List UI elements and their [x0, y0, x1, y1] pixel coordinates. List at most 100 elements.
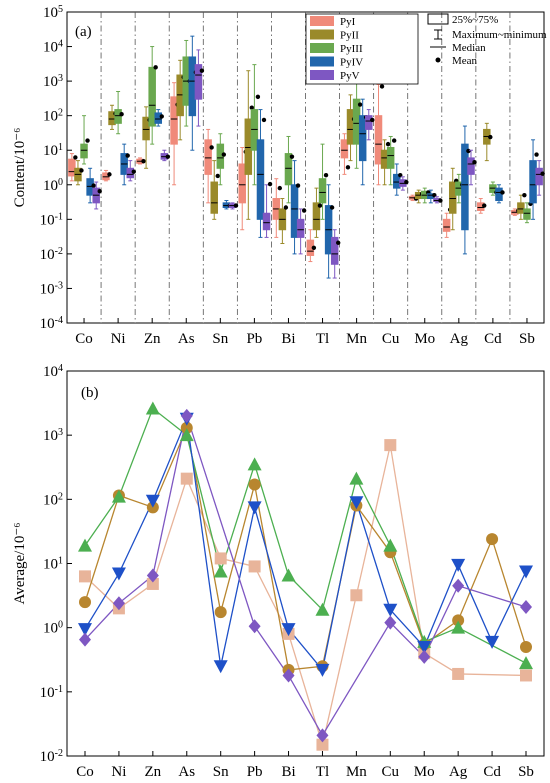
mean-dot [141, 159, 146, 164]
iqr-box [318, 178, 327, 204]
marker-square [180, 472, 193, 485]
marker-diamond [282, 668, 295, 683]
x-tick-label-b: Mo [414, 764, 435, 780]
marker-circle [486, 533, 499, 546]
mean-dot [91, 183, 96, 188]
y-tick-label-a: 10-4 [40, 315, 63, 333]
marker-triangle-up [315, 602, 330, 616]
marker-triangle-up [519, 656, 533, 670]
marker-triangle-down [383, 603, 398, 617]
mean-dot [404, 179, 409, 185]
mean-dot [398, 172, 403, 178]
legend-swatch [310, 16, 334, 26]
iqr-box [244, 118, 253, 175]
marker-diamond [180, 408, 193, 423]
iqr-box [194, 64, 203, 100]
marker-square [520, 669, 532, 682]
legend-swatch [310, 43, 334, 53]
iqr-box [535, 167, 543, 186]
mean-dot [165, 154, 171, 159]
legend-series-name: PyIV [340, 57, 363, 69]
x-tick-label-b: Mn [346, 764, 367, 780]
marker-circle [248, 478, 261, 491]
marker-square [384, 439, 397, 452]
marker-square [452, 667, 465, 680]
mean-dot [466, 148, 471, 154]
iqr-box [365, 115, 373, 130]
marker-triangle-down [417, 640, 432, 654]
iqr-box [256, 139, 265, 220]
y-tick-label-b: 100 [43, 619, 63, 637]
iqr-box [188, 56, 197, 117]
mean-dot [209, 145, 214, 150]
iqr-box [386, 146, 395, 169]
series-line [84, 416, 527, 672]
mean-dot [379, 84, 385, 89]
marker-triangle-down [247, 501, 262, 515]
legend-swatch [310, 29, 334, 40]
iqr-box [495, 187, 503, 202]
iqr-box [358, 115, 367, 162]
marker-triangle-down [349, 496, 364, 510]
mean-dot [85, 138, 90, 143]
marker-square [214, 552, 227, 565]
iqr-box [80, 143, 88, 159]
marker-triangle-up [281, 568, 296, 582]
legend-box-label: 25%~75% [452, 14, 498, 26]
legend-swatch [310, 56, 334, 67]
mean-dot [107, 172, 112, 177]
x-tick-label-b: Bi [281, 764, 295, 780]
marker-circle [180, 421, 193, 434]
marker-triangle-up [383, 538, 398, 552]
y-tick-label-a: 104 [43, 38, 63, 56]
mean-dot [73, 155, 78, 160]
marker-diamond [112, 596, 125, 611]
y-tick-label-a: 103 [43, 73, 63, 91]
iqr-box [204, 139, 212, 175]
marker-diamond [384, 615, 397, 630]
iqr-box [374, 115, 383, 165]
legend-series-name: PyV [340, 70, 360, 82]
mean-dot [534, 152, 539, 157]
mean-dot [233, 203, 239, 208]
marker-diamond [316, 728, 329, 743]
iqr-box [312, 202, 321, 231]
marker-diamond [452, 578, 465, 593]
mean-dot [391, 138, 397, 143]
mean-dot [283, 205, 289, 210]
mean-dot [159, 114, 164, 119]
mean-dot [472, 160, 477, 165]
panel-label-a: (a) [75, 24, 92, 40]
x-tick-label-a: Ag [450, 331, 469, 347]
x-tick-label-a: Mn [346, 331, 367, 347]
y-axis-label-a: Content/10⁻⁶ [12, 128, 28, 208]
mean-dot [119, 112, 124, 117]
iqr-box [148, 66, 156, 127]
mean-dot [97, 189, 102, 194]
marker-triangle-down [451, 558, 466, 572]
marker-square [146, 577, 159, 590]
marker-triangle-up [111, 489, 126, 503]
iqr-box [114, 109, 122, 124]
x-tick-label-a: Sn [212, 331, 228, 347]
marker-circle [214, 606, 227, 619]
x-tick-label-b: Tl [316, 764, 329, 780]
mean-dot [311, 245, 317, 251]
x-tick-label-b: Pb [247, 764, 263, 780]
y-tick-label-b: 10-2 [40, 748, 63, 766]
legend-range-label: Maximum~minimum [452, 29, 547, 41]
iqr-box [442, 218, 451, 232]
x-tick-label-b: Sb [518, 764, 534, 780]
legend-swatch [310, 70, 334, 80]
iqr-box [380, 149, 389, 169]
marker-diamond [248, 619, 261, 634]
y-tick-label-a: 10-2 [40, 245, 63, 263]
marker-triangle-down [78, 623, 92, 637]
marker-triangle-down [485, 635, 500, 649]
marker-triangle-down [281, 623, 296, 637]
x-tick-label-a: Cu [382, 331, 400, 347]
marker-triangle-down [145, 494, 160, 508]
mean-dot [301, 208, 307, 213]
plot-frame-b [66, 370, 545, 757]
